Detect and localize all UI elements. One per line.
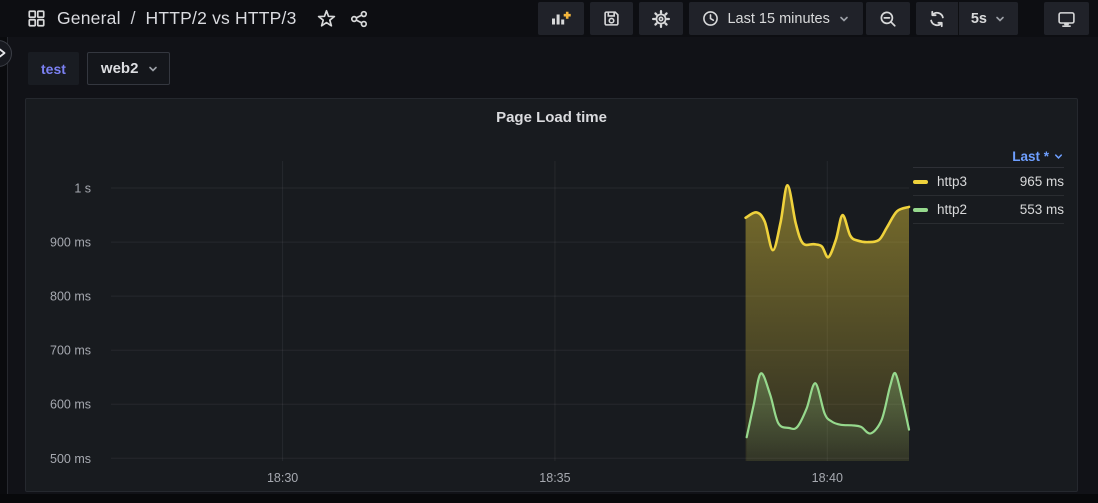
legend-row-http3[interactable]: http3 965 ms: [913, 168, 1064, 196]
svg-text:900 ms: 900 ms: [50, 236, 91, 250]
dashboard-variables-row: test web2: [28, 52, 171, 85]
magnifier-minus-icon: [880, 11, 896, 27]
refresh-interval-picker[interactable]: 5s: [957, 2, 1018, 35]
gear-icon: [652, 9, 671, 28]
legend-sort-label: Last *: [1012, 148, 1049, 164]
dashboard-title: HTTP/2 vs HTTP/3: [145, 8, 297, 28]
svg-text:500 ms: 500 ms: [50, 452, 91, 466]
legend-series-value: 553 ms: [1019, 202, 1064, 217]
legend-series-name: http3: [937, 174, 968, 189]
window-bottom-edge: [0, 494, 1098, 503]
variable-label-test[interactable]: test: [28, 52, 79, 85]
refresh-icon: [930, 10, 944, 27]
star-dashboard-button[interactable]: [315, 7, 338, 30]
share-dashboard-button[interactable]: [348, 8, 370, 30]
collapsed-sidebar-strip: [0, 37, 12, 503]
breadcrumb-folder[interactable]: General: [57, 8, 121, 28]
time-series-chart[interactable]: 1 s 900 ms 800 ms 700 ms 600 ms 500 ms 18:30 18…: [26, 99, 1079, 493]
refresh-button[interactable]: [916, 2, 958, 35]
time-range-label: Last 15 minutes: [727, 10, 830, 27]
variable-value-dropdown[interactable]: web2: [86, 52, 171, 85]
legend-row-http2[interactable]: http2 553 ms: [913, 196, 1064, 224]
panel-page-load-time: Page Load time 1 s 900 ms 800 ms 700 ms 600 …: [25, 98, 1078, 492]
chevron-down-icon: [149, 66, 158, 72]
dashboards-grid-icon[interactable]: [26, 8, 47, 29]
chevron-down-icon: [1054, 153, 1063, 159]
chevron-down-icon: [840, 16, 848, 22]
svg-text:18:35: 18:35: [539, 471, 570, 485]
chevron-right-icon: [0, 48, 6, 58]
time-controls: Last 15 minutes: [689, 2, 910, 35]
svg-text:18:40: 18:40: [812, 471, 843, 485]
breadcrumb: General / HTTP/2 vs HTTP/3: [26, 7, 370, 30]
save-dashboard-button[interactable]: [590, 2, 634, 35]
time-range-picker[interactable]: Last 15 minutes: [689, 2, 863, 35]
dashboard-toolbar: Last 15 minutes 5s: [538, 2, 1089, 35]
variable-selected-value: web2: [100, 60, 139, 77]
svg-text:700 ms: 700 ms: [50, 344, 91, 358]
add-panel-button[interactable]: [538, 2, 585, 35]
monitor-icon: [1058, 11, 1075, 27]
http3-series-swatch: [913, 179, 928, 184]
refresh-interval-label: 5s: [970, 10, 987, 27]
breadcrumb-divider: /: [130, 8, 136, 28]
add-panel-icon: [552, 11, 572, 25]
expand-sidebar-button[interactable]: [0, 40, 12, 67]
svg-text:1 s: 1 s: [74, 182, 91, 196]
refresh-controls: 5s: [915, 2, 1018, 35]
svg-text:800 ms: 800 ms: [50, 290, 91, 304]
zoom-out-time-button[interactable]: [865, 2, 910, 35]
panel-title[interactable]: Page Load time: [496, 109, 607, 126]
tv-kiosk-mode-button[interactable]: [1044, 2, 1089, 35]
http2-series-swatch: [913, 207, 928, 212]
save-icon: [604, 11, 620, 26]
clock-icon: [703, 11, 719, 26]
chart-legend: Last * http3 965 ms http2 553 ms: [913, 145, 1064, 224]
legend-series-value: 965 ms: [1019, 174, 1064, 189]
dashboard-settings-button[interactable]: [639, 2, 684, 35]
chevron-down-icon: [996, 16, 1004, 22]
svg-text:600 ms: 600 ms: [50, 398, 91, 412]
legend-sort-header[interactable]: Last *: [913, 145, 1064, 168]
legend-series-name: http2: [937, 202, 968, 217]
svg-text:18:30: 18:30: [267, 471, 298, 485]
top-navigation-bar: General / HTTP/2 vs HTTP/3: [0, 0, 1098, 37]
